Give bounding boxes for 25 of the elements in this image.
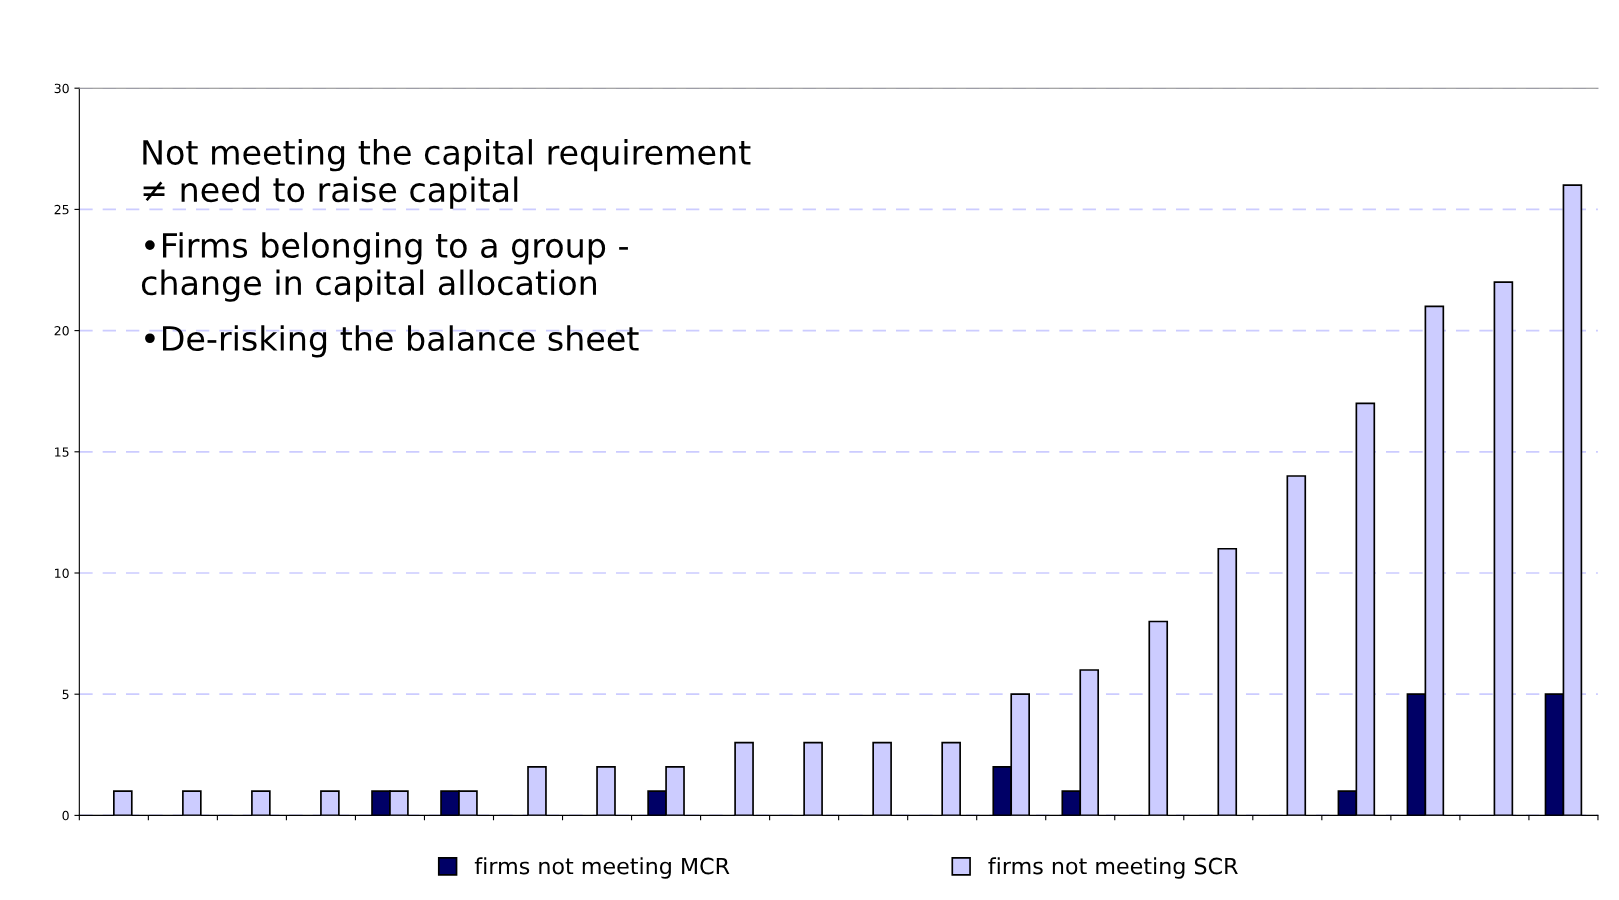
bar (113, 790, 133, 816)
bar (1286, 475, 1307, 816)
y-tick-label: 0 (62, 810, 69, 821)
bar (941, 741, 961, 816)
bar (251, 790, 271, 816)
annotation: Not meeting the capital requirement ≠ need to raise capital (143, 139, 751, 209)
y-tick-label: 15 (55, 447, 69, 457)
y-tick-label: 10 (55, 568, 69, 578)
bar (1148, 620, 1169, 816)
bar (734, 741, 754, 816)
y-tick-label: 25 (54, 204, 69, 215)
bar (803, 741, 823, 816)
bar (1217, 547, 1238, 816)
bar (182, 790, 202, 816)
y-tick-label: 5 (62, 689, 69, 700)
bar (527, 766, 547, 816)
annotation: •De-risking the balance sheet (145, 325, 639, 358)
bar (320, 790, 340, 816)
y-tick-label: 30 (54, 83, 69, 94)
legend-label: firms not meeting SCR (988, 857, 1238, 879)
bar (872, 741, 892, 816)
y-tick-label: 20 (54, 326, 69, 336)
annotation: •Firms belonging to a group - change in capital allocation (141, 232, 628, 302)
legend-label: firms not meeting MCR (474, 857, 730, 879)
bar (596, 766, 616, 816)
